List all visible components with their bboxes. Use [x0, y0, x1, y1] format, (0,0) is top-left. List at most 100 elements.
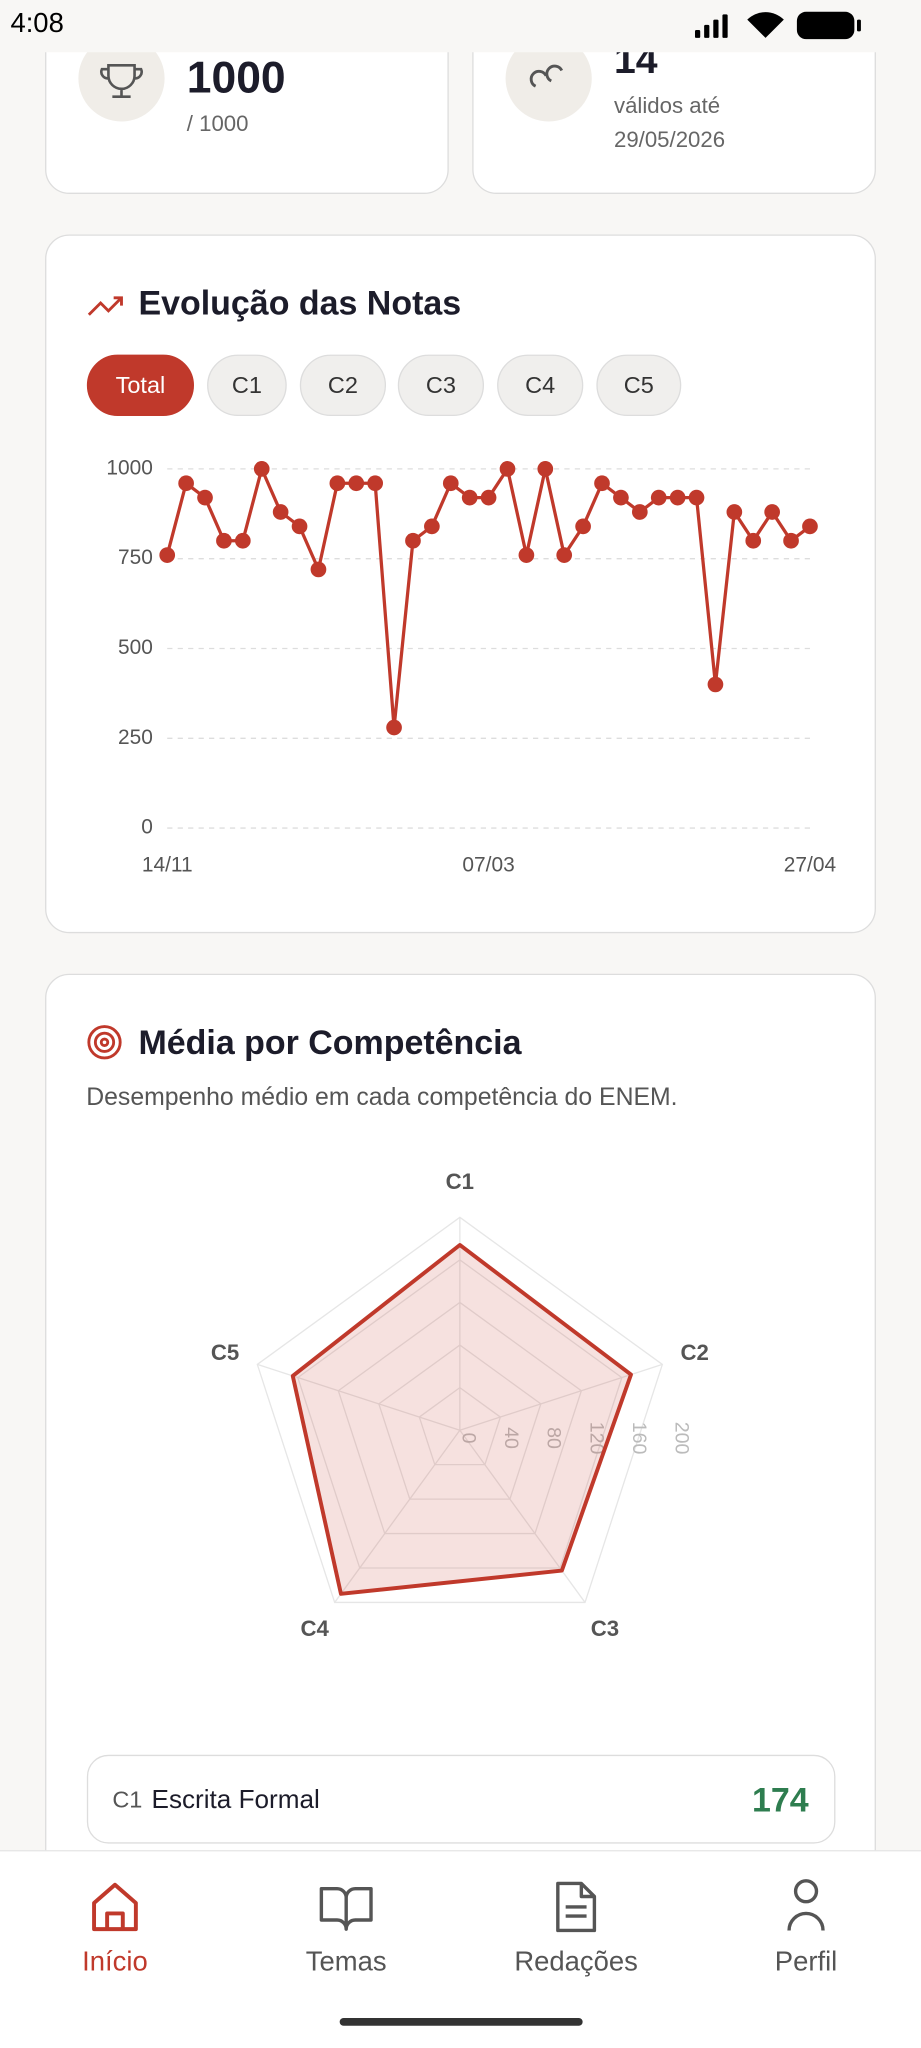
doc-icon[interactable]	[556, 1881, 597, 1933]
axis-label: C4	[301, 1616, 330, 1641]
point	[291, 518, 308, 535]
axis-label: C3	[591, 1616, 619, 1641]
x-tick-label: 27/04	[784, 853, 836, 876]
item-label: Escrita Formal	[152, 1784, 320, 1814]
spoke	[459, 1429, 586, 1603]
r-tick-label: 40	[500, 1427, 522, 1449]
radar-area	[290, 1243, 633, 1596]
status-bar	[0, 0, 921, 53]
nav-label: Início	[82, 1945, 148, 1976]
axis-label: C5	[211, 1340, 239, 1365]
filter-chip[interactable]	[86, 354, 194, 416]
x-tick-label: 07/03	[462, 853, 514, 876]
trophy-icon	[100, 63, 143, 98]
point	[575, 518, 591, 535]
grid-ring	[337, 1301, 583, 1535]
list-item[interactable]	[86, 1754, 836, 1844]
y-tick-label: 500	[118, 636, 153, 659]
point	[802, 518, 818, 535]
nav-label: Perfil	[775, 1945, 837, 1976]
chart-title: Evolução das Notas	[138, 285, 461, 323]
filter-chip[interactable]	[207, 354, 287, 416]
y-tick-label: 0	[141, 816, 153, 839]
trophy-badge	[78, 35, 165, 122]
link-icon	[529, 64, 564, 88]
filter-label: C2	[328, 372, 358, 398]
radar-subtitle: Desempenho médio em cada competência do …	[86, 1084, 677, 1111]
r-tick-label: 200	[670, 1422, 692, 1455]
point	[329, 475, 346, 492]
home-indicator	[339, 2017, 583, 2026]
point	[726, 504, 743, 520]
point	[669, 489, 686, 506]
profile-icon[interactable]	[787, 1879, 825, 1931]
filter-chip[interactable]	[497, 354, 584, 416]
y-tick-label: 1000	[106, 456, 152, 479]
nav-label: Temas	[306, 1945, 387, 1976]
item-code: C1	[112, 1786, 142, 1812]
point	[783, 532, 799, 549]
point	[556, 547, 573, 563]
point	[764, 504, 780, 520]
point	[499, 461, 516, 477]
x-tick-label: 14/11	[142, 853, 193, 876]
status-icons	[694, 11, 861, 40]
filter-label: C3	[426, 372, 456, 398]
radar-title: Média por Competência	[138, 1024, 522, 1062]
point	[461, 489, 478, 506]
point	[518, 547, 535, 563]
book-icon[interactable]	[319, 1886, 373, 1931]
axis-label: C1	[446, 1169, 474, 1194]
y-tick-label: 750	[118, 546, 153, 569]
point	[405, 532, 421, 549]
point	[594, 475, 610, 492]
trend-icon	[87, 296, 123, 316]
point	[537, 461, 554, 477]
credits-date: 29/05/2026	[614, 127, 725, 152]
bottom-nav	[0, 1850, 921, 2048]
point	[178, 475, 194, 492]
score-sub: / 1000	[187, 111, 249, 136]
filter-label: C1	[232, 372, 262, 398]
item-value: 174	[752, 1781, 809, 1819]
point	[613, 489, 629, 506]
filter-label: Total	[116, 372, 166, 398]
filter-chip[interactable]	[397, 354, 485, 416]
point	[442, 475, 459, 492]
point	[650, 489, 667, 506]
target-icon	[87, 1025, 122, 1060]
point	[480, 489, 497, 506]
grid-ring	[297, 1259, 623, 1569]
point	[688, 489, 705, 506]
r-tick-label: 160	[628, 1422, 650, 1455]
point	[424, 518, 440, 535]
grid-ring	[378, 1344, 542, 1500]
point	[367, 475, 384, 492]
r-tick-label: 80	[543, 1427, 565, 1449]
point	[631, 504, 648, 520]
score-value: 1000	[187, 54, 286, 103]
point	[386, 719, 402, 736]
spoke	[334, 1429, 461, 1603]
home-icon[interactable]	[92, 1882, 138, 1932]
point	[234, 532, 251, 549]
point	[348, 475, 365, 492]
credits-sub: válidos até	[614, 93, 720, 118]
point	[310, 561, 327, 578]
point	[253, 461, 270, 477]
point	[707, 676, 724, 693]
point	[197, 489, 213, 506]
status-time: 4:08	[10, 7, 63, 38]
point	[159, 547, 176, 563]
filter-chip[interactable]	[596, 354, 682, 416]
filter-label: C4	[525, 372, 555, 398]
spoke	[459, 1363, 663, 1431]
filter-chip[interactable]	[299, 354, 387, 416]
axis-label: C2	[680, 1340, 708, 1365]
filter-label: C5	[624, 372, 654, 398]
point	[272, 504, 289, 520]
grid-ring	[418, 1386, 502, 1466]
nav-label: Redações	[514, 1945, 637, 1976]
